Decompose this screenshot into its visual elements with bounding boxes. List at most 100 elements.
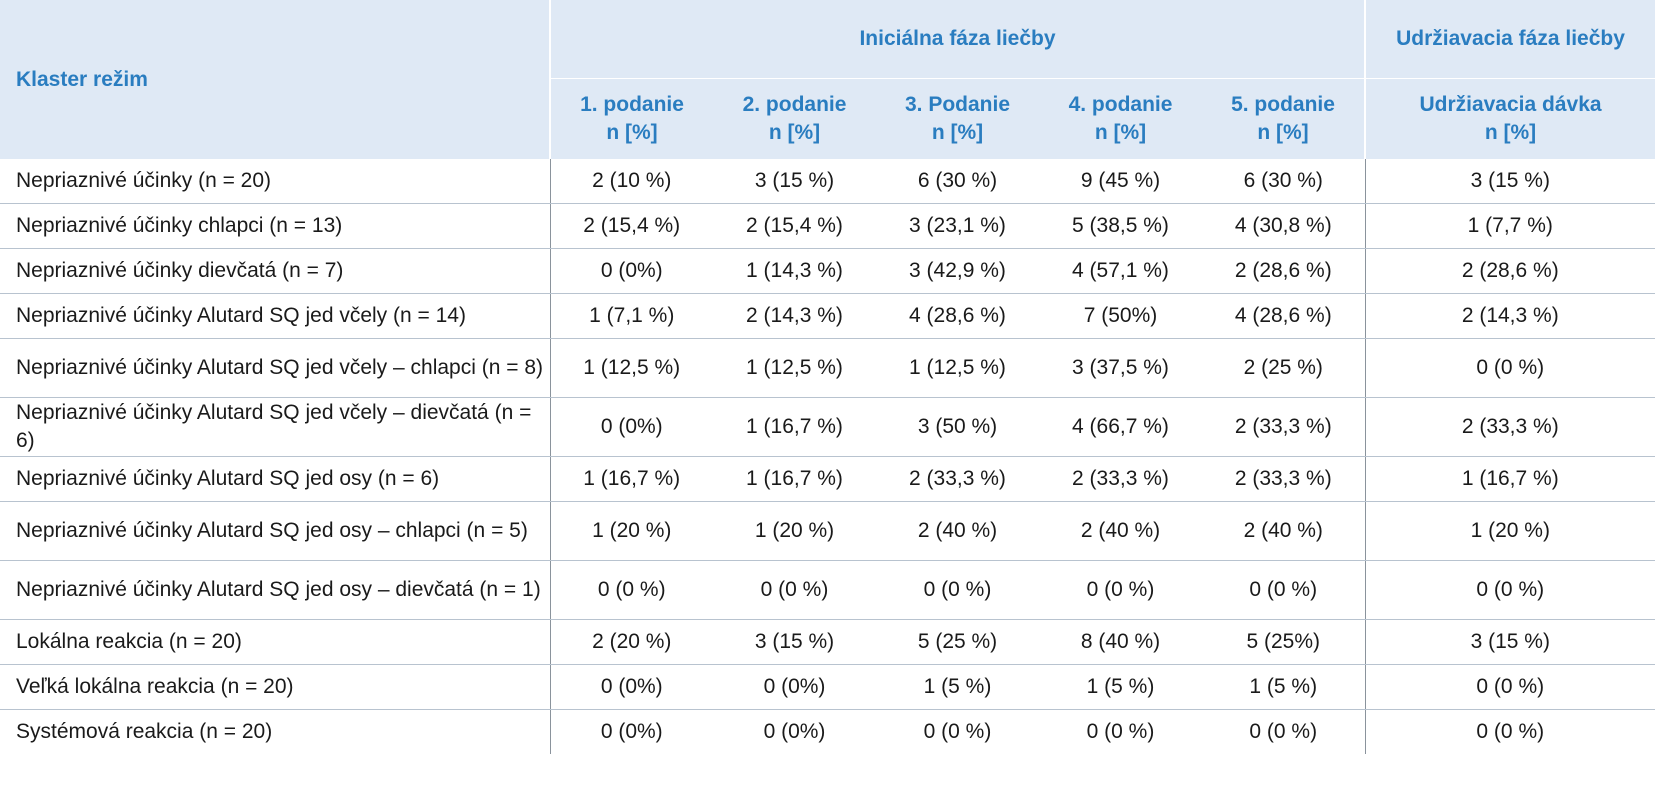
table-cell: 1 (5 %) xyxy=(1039,664,1202,710)
column-header: 2. podanie n [%] xyxy=(713,78,876,159)
table-cell: 2 (20 %) xyxy=(550,619,713,665)
row-label: Systémová reakcia (n = 20) xyxy=(0,709,551,754)
row-label: Nepriaznivé účinky chlapci (n = 13) xyxy=(0,203,551,249)
row-label: Nepriaznivé účinky Alutard SQ jed osy (n… xyxy=(0,456,551,502)
column-header: Udržiavacia dávka n [%] xyxy=(1364,78,1655,159)
table-cell: 0 (0 %) xyxy=(1039,560,1202,620)
table-cell: 0 (0 %) xyxy=(550,560,713,620)
table-cell: 0 (0%) xyxy=(550,664,713,710)
table-cell: 3 (42,9 %) xyxy=(876,248,1039,294)
table-cell: 5 (25 %) xyxy=(876,619,1039,665)
table-cell: 5 (25%) xyxy=(1202,619,1366,665)
table-row: Systémová reakcia (n = 20) 0 (0%) 0 (0%) 0 … xyxy=(0,709,1655,754)
table-cell: 4 (30,8 %) xyxy=(1202,203,1366,249)
table-cell: 3 (50 %) xyxy=(876,397,1039,457)
table-cell: 3 (37,5 %) xyxy=(1039,338,1202,398)
table-cell: 0 (0 %) xyxy=(1249,720,1318,743)
table-cell: 1 (16,7 %) xyxy=(1364,456,1655,502)
table-cell: 3 (23,1 %) xyxy=(876,203,1039,249)
table-row: Nepriaznivé účinky Alutard SQ jed včely … xyxy=(0,397,1655,457)
table-cell: 1 (12,5 %) xyxy=(713,338,876,398)
column-header: 1. podanie n [%] xyxy=(549,78,713,159)
table-cell: 4 (28,6 %) xyxy=(1202,293,1366,339)
table-cell: 2 (25 %) xyxy=(1202,338,1366,398)
column-header: 4. podanie n [%] xyxy=(1039,78,1202,159)
table-cell: 3 (15 %) xyxy=(1364,619,1655,665)
table-cell: 3 (15 %) xyxy=(713,619,876,665)
initial-phase-header: Iniciálna fáza liečby xyxy=(548,0,1366,79)
table-cell: 1 (20 %) xyxy=(550,501,713,561)
row-label: Veľká lokálna reakcia (n = 20) xyxy=(0,664,551,710)
table-cell: 2 (33,3 %) xyxy=(1202,397,1366,457)
table-cell: 0 (0 %) xyxy=(1202,560,1366,620)
table-body: Nepriaznivé účinky (n = 20) 2 (10 %) 3 (15… xyxy=(0,159,1655,754)
table-cell: 7 (50%) xyxy=(1039,293,1202,339)
table-cell: 2 (40 %) xyxy=(1039,501,1202,561)
maintenance-phase-header: Udržiavacia fáza liečby xyxy=(1364,0,1655,79)
table-cell: 2 (15,4 %) xyxy=(713,203,876,249)
table-cell: 1 (12,5 %) xyxy=(550,338,713,398)
table-cell: 1 (7,1 %) xyxy=(550,293,713,339)
table-row: Lokálna reakcia (n = 20) 2 (20 %) 3 (15 %)… xyxy=(0,619,1655,665)
column-header: 5. podanie n [%] xyxy=(1202,78,1366,159)
row-label-header: Klaster režim xyxy=(0,0,550,159)
table-cell: 2 (33,3 %) xyxy=(1039,456,1202,502)
table-row: Nepriaznivé účinky Alutard SQ jed osy – … xyxy=(0,501,1655,561)
column-header: 3. Podanie n [%] xyxy=(876,78,1039,159)
table-cell: 1 (16,7 %) xyxy=(550,456,713,502)
table-cell: 8 (40 %) xyxy=(1039,619,1202,665)
table-row: Nepriaznivé účinky Alutard SQ jed včely … xyxy=(0,338,1655,398)
table-cell: 0 (0 %) xyxy=(1364,664,1655,710)
row-label: Nepriaznivé účinky Alutard SQ jed osy – … xyxy=(0,560,551,620)
row-label: Nepriaznivé účinky (n = 20) xyxy=(0,159,551,204)
table-cell: 1 (7,7 %) xyxy=(1364,203,1655,249)
table-cell: 0 (0 %) xyxy=(1364,709,1655,754)
table-cell: 3 (15 %) xyxy=(713,159,876,204)
table-cell: 2 (14,3 %) xyxy=(1364,293,1655,339)
table-cell: 0 (0 %) xyxy=(923,720,992,743)
table-cell: 1 (5 %) xyxy=(876,664,1039,710)
table-cell: 1 (16,7 %) xyxy=(713,456,876,502)
table-cell: 2 (40 %) xyxy=(876,501,1039,561)
table-cell: 1 (16,7 %) xyxy=(713,397,876,457)
table-cell: 0 (0 %) xyxy=(876,560,1039,620)
table-cell: 1 (20 %) xyxy=(713,501,876,561)
table-cell: 2 (40 %) xyxy=(1202,501,1366,561)
table-cell: 2 (33,3 %) xyxy=(1202,456,1366,502)
table-cell: 2 (33,3 %) xyxy=(876,456,1039,502)
table-row: Nepriaznivé účinky Alutard SQ jed osy (n… xyxy=(0,456,1655,502)
table-cell: 1 (20 %) xyxy=(1364,501,1655,561)
table-cell: 6 (30 %) xyxy=(876,159,1039,204)
adverse-effects-table: Klaster režim Iniciálna fáza liečby Udrž… xyxy=(0,0,1655,754)
table-cell: 2 (28,6 %) xyxy=(1364,248,1655,294)
table-cell: 9 (45 %) xyxy=(1039,159,1202,204)
table-header: Klaster režim Iniciálna fáza liečby Udrž… xyxy=(0,0,1655,159)
table-cell: 0 (0 %) xyxy=(1364,560,1655,620)
table-cell: 0 (0 %) xyxy=(1086,720,1155,743)
row-label: Nepriaznivé účinky Alutard SQ jed včely … xyxy=(0,338,551,398)
table-cell: 1 (14,3 %) xyxy=(713,248,876,294)
table-row: Nepriaznivé účinky Alutard SQ jed osy – … xyxy=(0,560,1655,620)
table-cell: 2 (15,4 %) xyxy=(550,203,713,249)
table-cell: 4 (28,6 %) xyxy=(876,293,1039,339)
table-cell: 0 (0%) xyxy=(763,720,826,743)
row-label: Nepriaznivé účinky dievčatá (n = 7) xyxy=(0,248,551,294)
table-row: Nepriaznivé účinky chlapci (n = 13) 2 (15… xyxy=(0,203,1655,249)
table-row: Veľká lokálna reakcia (n = 20) 0 (0%) 0 (0… xyxy=(0,664,1655,710)
table-cell: 0 (0%) xyxy=(600,720,663,743)
table-cell: 0 (0 %) xyxy=(713,560,876,620)
table-cell: 2 (33,3 %) xyxy=(1364,397,1655,457)
table-cell: 4 (66,7 %) xyxy=(1039,397,1202,457)
table-cell: 6 (30 %) xyxy=(1202,159,1366,204)
table-cell: 4 (57,1 %) xyxy=(1039,248,1202,294)
table-cell: 0 (0 %) xyxy=(1364,338,1655,398)
table-row: Nepriaznivé účinky Alutard SQ jed včely … xyxy=(0,293,1655,339)
row-label: Nepriaznivé účinky Alutard SQ jed včely … xyxy=(0,397,551,457)
table-row: Nepriaznivé účinky (n = 20) 2 (10 %) 3 (15… xyxy=(0,159,1655,204)
table-cell: 2 (28,6 %) xyxy=(1202,248,1366,294)
row-label: Nepriaznivé účinky Alutard SQ jed včely … xyxy=(0,293,551,339)
table-cell: 3 (15 %) xyxy=(1364,159,1655,204)
table-cell: 0 (0%) xyxy=(713,664,876,710)
table-cell: 0 (0%) xyxy=(550,397,713,457)
table-cell: 2 (14,3 %) xyxy=(713,293,876,339)
